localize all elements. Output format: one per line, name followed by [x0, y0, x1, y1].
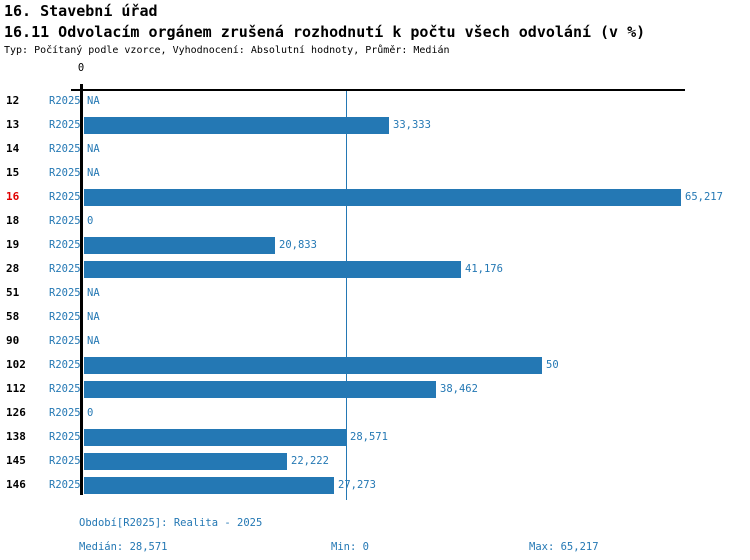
bar-value-label: NA [87, 311, 100, 323]
footer-min-label: Min: 0 [331, 541, 369, 553]
row-category-label: 112 [6, 382, 26, 395]
x-axis-line [71, 89, 685, 91]
bar-value-label: 0 [87, 407, 94, 419]
row-period-label: R2025 [49, 431, 81, 443]
row-category-label: 145 [6, 454, 26, 467]
bar-value-label: NA [87, 335, 100, 347]
row-period-label: R2025 [49, 311, 81, 323]
row-category-label: 58 [6, 310, 20, 323]
row-period-label: R2025 [49, 335, 81, 347]
row-category-label: 13 [6, 118, 20, 131]
bar-value-label: 20,833 [279, 239, 317, 251]
row-period-label: R2025 [49, 455, 81, 467]
row-category-label: 16 [6, 190, 20, 203]
bar-value-label: NA [87, 95, 100, 107]
bar-value-label: 22,222 [291, 455, 329, 467]
row-period-label: R2025 [49, 479, 81, 491]
median-line [346, 91, 347, 500]
bar-value-label: NA [87, 167, 100, 179]
bar-value-label: 33,333 [393, 119, 431, 131]
bar-value-label: 0 [87, 215, 94, 227]
bar-value-label: 38,462 [440, 383, 478, 395]
row-period-label: R2025 [49, 239, 81, 251]
bar-value-label: 28,571 [350, 431, 388, 443]
row-period-label: R2025 [49, 383, 81, 395]
bar [84, 357, 542, 374]
row-period-label: R2025 [49, 359, 81, 371]
row-period-label: R2025 [49, 407, 81, 419]
row-category-label: 14 [6, 142, 20, 155]
bar [84, 477, 334, 494]
y-axis-line [80, 84, 83, 495]
bar [84, 429, 346, 446]
footer-median-label: Medián: 28,571 [79, 541, 168, 553]
row-period-label: R2025 [49, 215, 81, 227]
footer-max-label: Max: 65,217 [529, 541, 599, 553]
footer-period-label: Období[R2025]: Realita - 2025 [79, 517, 263, 529]
row-period-label: R2025 [49, 191, 81, 203]
bar-value-label: NA [87, 143, 100, 155]
row-category-label: 146 [6, 478, 26, 491]
row-category-label: 28 [6, 262, 20, 275]
row-period-label: R2025 [49, 143, 81, 155]
bar [84, 189, 681, 206]
bar-value-label: 65,217 [685, 191, 723, 203]
bar-value-label: 27,273 [338, 479, 376, 491]
row-period-label: R2025 [49, 95, 81, 107]
bar [84, 237, 275, 254]
chart-title: 16.11 Odvolacím orgánem zrušená rozhodnu… [4, 23, 646, 41]
bar [84, 381, 436, 398]
bar [84, 117, 389, 134]
row-category-label: 18 [6, 214, 20, 227]
bar [84, 261, 461, 278]
x-axis-zero-tick-label: 0 [77, 62, 85, 74]
row-category-label: 19 [6, 238, 20, 251]
row-period-label: R2025 [49, 287, 81, 299]
bar [84, 453, 287, 470]
bar-value-label: 41,176 [465, 263, 503, 275]
row-period-label: R2025 [49, 119, 81, 131]
row-category-label: 12 [6, 94, 20, 107]
row-category-label: 102 [6, 358, 26, 371]
row-category-label: 15 [6, 166, 20, 179]
bar-value-label: NA [87, 287, 100, 299]
chart-meta-line: Typ: Počítaný podle vzorce, Vyhodnocení:… [4, 45, 450, 56]
page-title: 16. Stavební úřad [4, 2, 158, 20]
row-period-label: R2025 [49, 263, 81, 275]
bar-value-label: 50 [546, 359, 559, 371]
row-category-label: 51 [6, 286, 20, 299]
row-category-label: 90 [6, 334, 20, 347]
row-period-label: R2025 [49, 167, 81, 179]
row-category-label: 126 [6, 406, 26, 419]
row-category-label: 138 [6, 430, 26, 443]
